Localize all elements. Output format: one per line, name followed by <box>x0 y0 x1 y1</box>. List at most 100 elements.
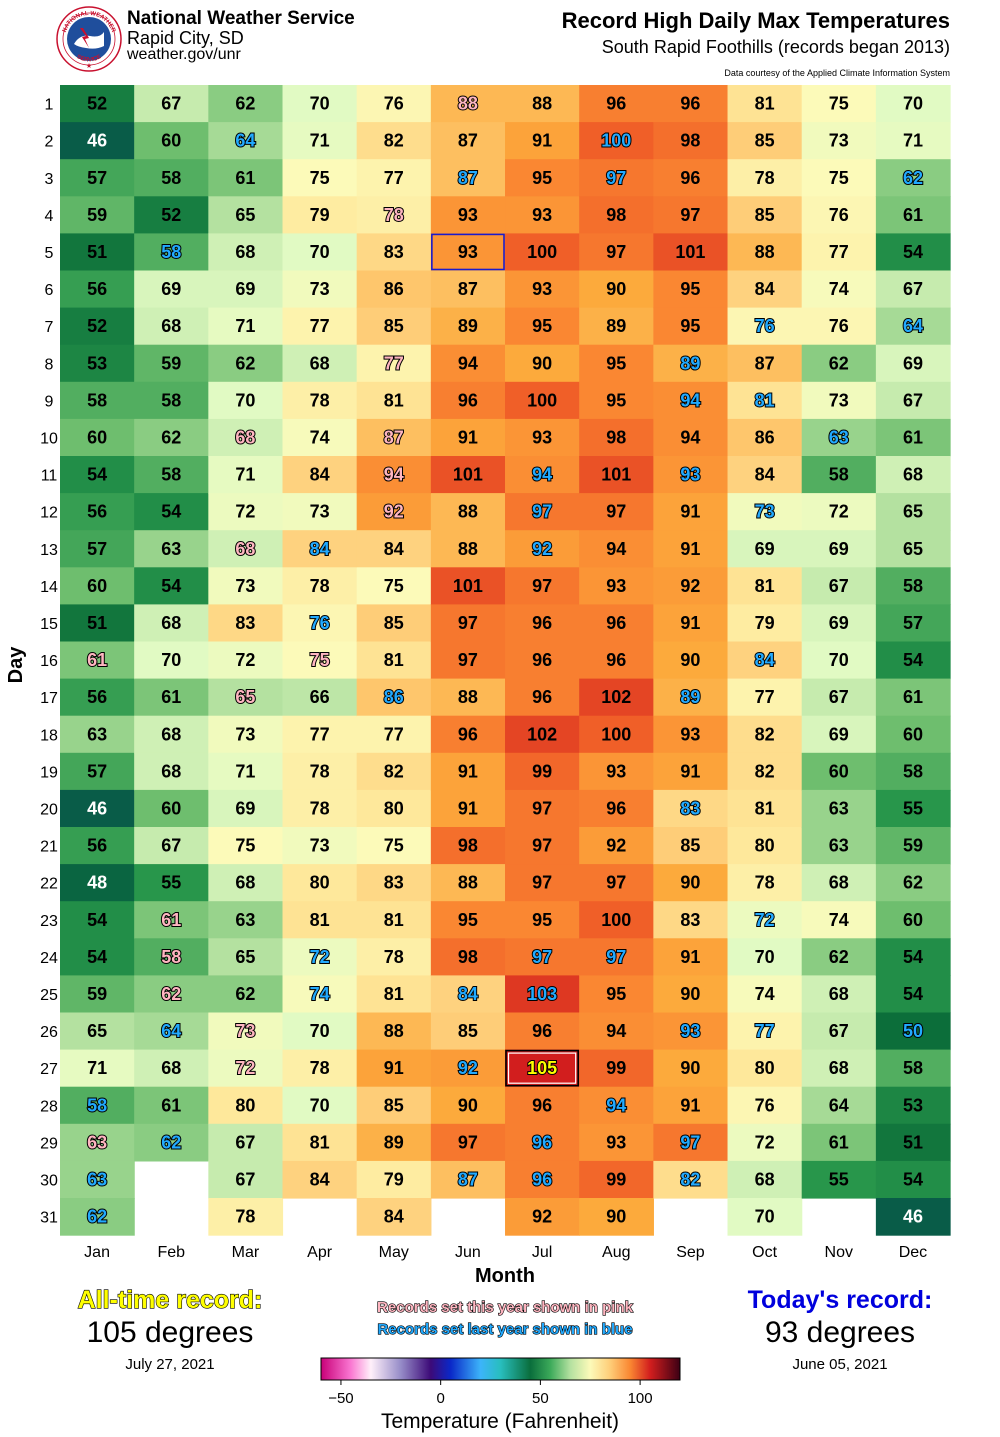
heatmap-cell <box>282 1160 358 1199</box>
cell-value: 78 <box>310 576 330 596</box>
heatmap-cell <box>208 159 284 197</box>
heatmap-cell <box>282 1086 358 1125</box>
cell-value: 60 <box>903 910 923 930</box>
heatmap-cell <box>282 381 358 420</box>
heatmap-cell <box>356 122 432 160</box>
heatmap-cell <box>801 233 877 272</box>
heatmap-cell <box>875 1198 951 1236</box>
cell-value: 96 <box>606 798 626 818</box>
heatmap-cell <box>579 901 654 939</box>
heatmap-cell <box>356 864 432 902</box>
cell-value: 91 <box>680 613 700 633</box>
heatmap-cell <box>505 715 580 754</box>
heatmap-cell <box>727 604 803 643</box>
cell-value: 103 <box>527 984 557 1004</box>
cell-value: 58 <box>903 761 923 781</box>
heatmap-cell <box>430 641 506 680</box>
org-url[interactable]: weather.gov/unr <box>127 46 241 63</box>
x-tick-label: Aug <box>602 1244 630 1261</box>
heatmap-cell <box>875 493 951 531</box>
cell-value: 62 <box>829 947 849 967</box>
cell-value: 97 <box>606 168 626 188</box>
heatmap-cell <box>430 567 506 605</box>
heatmap-cell <box>801 1086 877 1125</box>
cell-value: 92 <box>680 576 700 596</box>
cell-value: 71 <box>310 131 330 151</box>
heatmap-cell <box>282 567 358 605</box>
heatmap-cell <box>505 641 580 680</box>
cell-value: 52 <box>87 316 107 336</box>
cell-value: 95 <box>606 984 626 1004</box>
cell-value: 81 <box>384 390 404 410</box>
heatmap-cell <box>356 1086 432 1125</box>
heatmap-cell <box>505 122 580 160</box>
cell-value: 97 <box>606 873 626 893</box>
cell-value: 71 <box>235 316 255 336</box>
heatmap-cell <box>208 344 284 383</box>
cell-value: 68 <box>235 427 255 447</box>
heatmap-cell <box>134 864 209 902</box>
heatmap-cell <box>356 678 432 717</box>
cell-value: 76 <box>755 1095 775 1115</box>
cell-value: 73 <box>235 724 255 744</box>
cell-value: 88 <box>458 873 478 893</box>
heatmap-cell <box>282 715 358 754</box>
cell-value: 78 <box>755 168 775 188</box>
heatmap-cell <box>282 1123 358 1162</box>
heatmap-cell <box>727 864 803 902</box>
cell-value: 76 <box>755 316 775 336</box>
heatmap-cell <box>430 678 506 717</box>
y-tick-label: 21 <box>40 839 58 856</box>
cell-value: 69 <box>755 539 775 559</box>
heatmap-cell <box>60 1086 135 1125</box>
heatmap-cell <box>579 159 654 197</box>
heatmap-cell <box>134 493 209 531</box>
heatmap-cell <box>208 715 284 754</box>
heatmap-cell <box>727 307 803 346</box>
heatmap-cell <box>356 381 432 420</box>
heatmap-cell <box>208 493 284 531</box>
cell-value: 96 <box>532 687 552 707</box>
heatmap-cell <box>60 122 135 160</box>
heatmap-cell <box>653 901 729 939</box>
cell-value: 96 <box>606 94 626 114</box>
heatmap-cell <box>579 233 654 272</box>
heatmap-cell <box>356 604 432 643</box>
heatmap-cell <box>727 1160 803 1199</box>
heatmap-cell <box>356 85 432 123</box>
heatmap-cell <box>356 641 432 680</box>
cell-value: 86 <box>755 427 775 447</box>
heatmap-cell <box>60 1198 135 1236</box>
heatmap-cell <box>282 827 358 865</box>
heatmap-cell <box>875 715 951 754</box>
cell-value: 98 <box>680 131 700 151</box>
heatmap-cell <box>430 493 506 531</box>
cell-value: 59 <box>87 984 107 1004</box>
heatmap-cell <box>208 418 284 457</box>
legend-note-this-year: Records set this year shown in pink <box>376 1298 633 1316</box>
heatmap-cell <box>505 752 580 791</box>
cell-value: 62 <box>161 1132 181 1152</box>
cell-value: 91 <box>680 761 700 781</box>
cell-value: 67 <box>903 390 923 410</box>
heatmap-cell <box>356 938 432 976</box>
cell-value: 98 <box>458 836 478 856</box>
y-tick-label: 24 <box>40 950 58 967</box>
cell-value: 62 <box>829 353 849 373</box>
colorbar-gradient <box>320 1357 681 1381</box>
heatmap-cell <box>653 715 729 754</box>
cell-value: 87 <box>458 168 478 188</box>
y-tick-label: 25 <box>40 987 58 1004</box>
cell-value: 68 <box>755 1169 775 1189</box>
y-tick-label: 28 <box>40 1098 58 1115</box>
cell-value: 68 <box>310 353 330 373</box>
cell-value: 92 <box>458 1058 478 1078</box>
heatmap-cell <box>579 1012 654 1051</box>
cell-value: 55 <box>829 1169 849 1189</box>
heatmap-cell <box>579 752 654 791</box>
heatmap-cell <box>801 196 877 234</box>
cell-value: 68 <box>235 539 255 559</box>
cell-value: 69 <box>161 279 181 299</box>
colorbar-tick-label: −50 <box>328 1390 353 1407</box>
heatmap-cell <box>208 530 284 568</box>
